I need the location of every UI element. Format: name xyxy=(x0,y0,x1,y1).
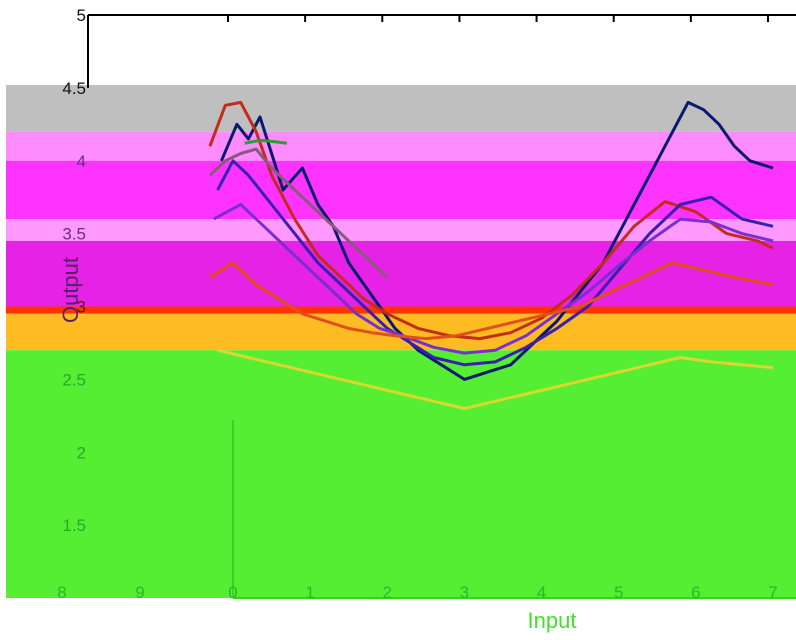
series-line-6 xyxy=(244,138,288,145)
series-line-4 xyxy=(209,261,774,341)
y-tick-label: 2 xyxy=(77,443,86,462)
series-line-7 xyxy=(208,147,389,279)
series-line-0 xyxy=(220,100,774,381)
y-tick-labels: 1.5 2 2.5 3 3.5 4 4.5 5 xyxy=(62,6,86,535)
x-tick-label: 0 xyxy=(228,583,237,602)
x-tick-label: 4 xyxy=(537,583,546,602)
x-axis-label: Input xyxy=(528,608,577,633)
colormap-bands xyxy=(6,84,796,598)
axes-frame xyxy=(87,14,796,599)
y-tick-label: 4 xyxy=(77,152,86,171)
y-tick-label: 1.5 xyxy=(62,516,86,535)
y-tick-label: 2.5 xyxy=(62,370,86,389)
left-panel-tick-label: 8 xyxy=(57,583,66,602)
y-tick-label: 5 xyxy=(77,6,86,25)
series-line-3 xyxy=(212,203,774,355)
y-tick-label: 3.5 xyxy=(62,225,86,244)
x-tick-label: 3 xyxy=(460,583,469,602)
colormap-band-4 xyxy=(6,240,796,307)
left-panel-tick-label: 9 xyxy=(135,583,144,602)
x-tick-label: 1 xyxy=(305,583,314,602)
x-tick-label: 6 xyxy=(691,583,700,602)
x-tick-label: 7 xyxy=(768,583,777,602)
x-tick-labels: 0 1 2 3 4 5 6 7 xyxy=(228,583,777,602)
colormap-band-1 xyxy=(6,131,796,161)
y-tick-label: 4.5 xyxy=(62,79,86,98)
colormap-band-7 xyxy=(6,350,796,598)
y-axis-label: Output xyxy=(58,257,83,323)
colormap-band-3 xyxy=(6,219,796,241)
colormap-band-2 xyxy=(6,160,796,220)
colormap-band-0 xyxy=(6,84,796,132)
series-lines xyxy=(208,100,774,410)
x-tick-label: 2 xyxy=(383,583,392,602)
x-tick-label: 5 xyxy=(614,583,623,602)
series-line-2 xyxy=(216,159,774,367)
y-tick-label: 3 xyxy=(77,298,86,317)
colormap-band-5 xyxy=(6,306,796,314)
series-line-5 xyxy=(217,348,774,410)
